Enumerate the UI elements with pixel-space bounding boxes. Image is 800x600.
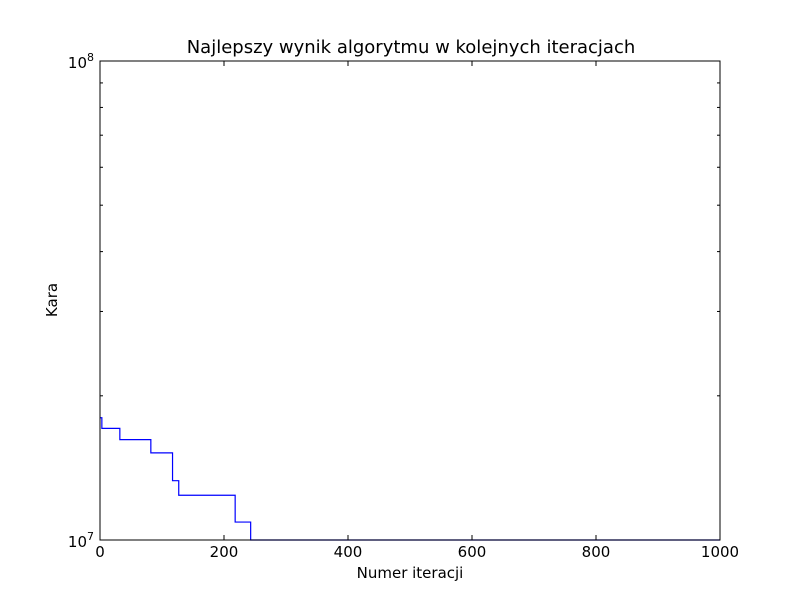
x-axis-label: Numer iteracji xyxy=(357,564,464,582)
y-tick-label: 108 xyxy=(68,51,94,72)
x-tick-label: 800 xyxy=(582,543,611,561)
y-axis-label: Kara xyxy=(43,283,61,317)
plot-area: 0 200 400 600 800 1000 107 108 xyxy=(68,51,739,561)
x-tick-label: 1000 xyxy=(701,543,739,561)
chart-title: Najlepszy wynik algorytmu w kolejnych it… xyxy=(187,37,636,58)
x-tick-label: 0 xyxy=(95,543,105,561)
x-tick-label: 600 xyxy=(458,543,487,561)
x-tick-label: 200 xyxy=(210,543,239,561)
plot-frame xyxy=(99,60,721,541)
x-tick-label: 400 xyxy=(334,543,363,561)
series-line-0 xyxy=(100,417,720,541)
y-tick-label: 107 xyxy=(68,530,94,551)
